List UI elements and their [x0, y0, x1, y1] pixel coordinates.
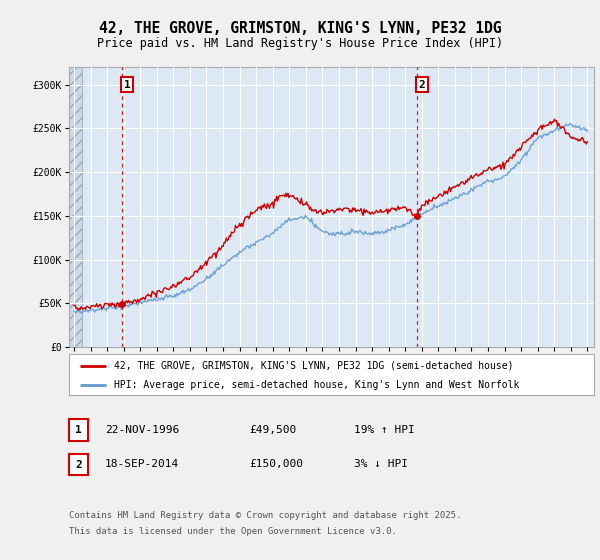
- Text: Price paid vs. HM Land Registry's House Price Index (HPI): Price paid vs. HM Land Registry's House …: [97, 37, 503, 50]
- Text: 1: 1: [124, 80, 130, 90]
- Text: 2: 2: [418, 80, 425, 90]
- Text: 2: 2: [75, 460, 82, 470]
- Text: Contains HM Land Registry data © Crown copyright and database right 2025.: Contains HM Land Registry data © Crown c…: [69, 511, 461, 520]
- Text: 1: 1: [75, 425, 82, 435]
- Text: 19% ↑ HPI: 19% ↑ HPI: [354, 424, 415, 435]
- Bar: [69, 67, 82, 347]
- Text: HPI: Average price, semi-detached house, King's Lynn and West Norfolk: HPI: Average price, semi-detached house,…: [113, 380, 519, 390]
- Text: This data is licensed under the Open Government Licence v3.0.: This data is licensed under the Open Gov…: [69, 528, 397, 536]
- Bar: [69, 67, 82, 347]
- Text: 3% ↓ HPI: 3% ↓ HPI: [354, 459, 408, 469]
- Text: £49,500: £49,500: [249, 424, 296, 435]
- Text: £150,000: £150,000: [249, 459, 303, 469]
- Text: 18-SEP-2014: 18-SEP-2014: [105, 459, 179, 469]
- Text: 22-NOV-1996: 22-NOV-1996: [105, 424, 179, 435]
- Text: 42, THE GROVE, GRIMSTON, KING'S LYNN, PE32 1DG (semi-detached house): 42, THE GROVE, GRIMSTON, KING'S LYNN, PE…: [113, 361, 513, 371]
- Text: 42, THE GROVE, GRIMSTON, KING'S LYNN, PE32 1DG: 42, THE GROVE, GRIMSTON, KING'S LYNN, PE…: [99, 21, 501, 36]
